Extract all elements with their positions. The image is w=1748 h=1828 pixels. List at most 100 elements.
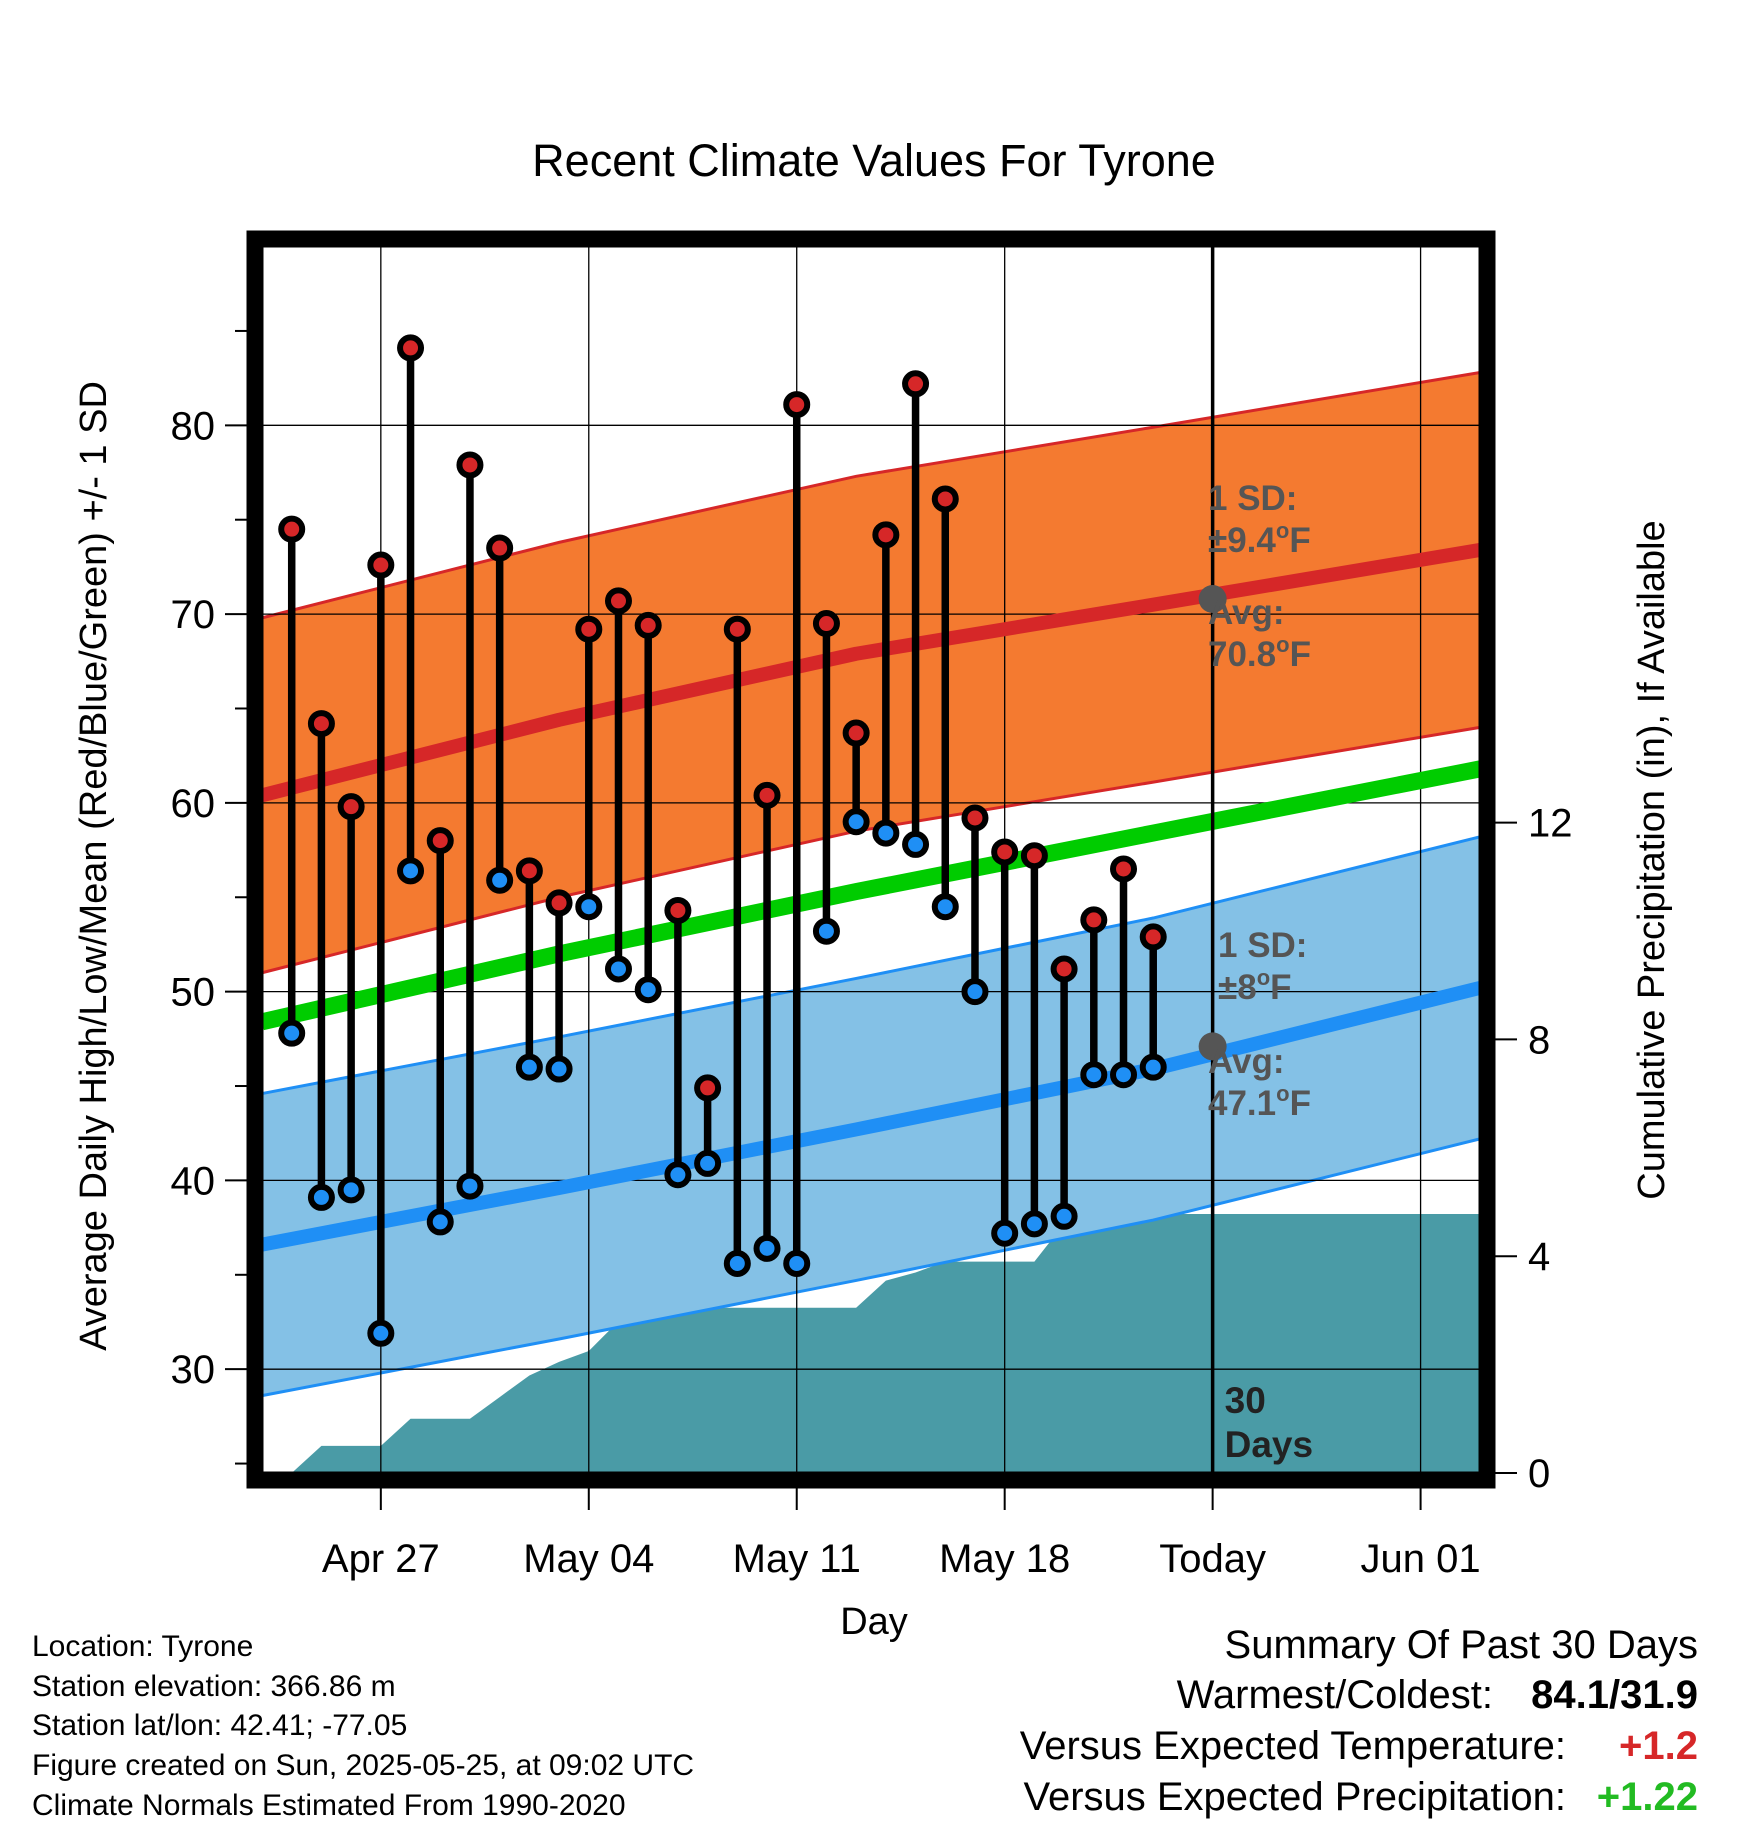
high-avg-value: 70.8oF — [1208, 632, 1311, 674]
x-tick-label: May 11 — [733, 1537, 861, 1581]
daily-low-point — [664, 1161, 692, 1189]
daily-high-point — [545, 889, 573, 917]
daily-low-point — [1050, 1202, 1078, 1230]
daily-low-point — [872, 819, 900, 847]
y-tick-label: 40 — [171, 1159, 216, 1203]
daily-low-point — [783, 1249, 811, 1277]
daily-low-point — [486, 866, 514, 894]
daily-high-point — [664, 896, 692, 924]
daily-low-point — [397, 857, 425, 885]
daily-low-point — [367, 1319, 395, 1347]
daily-low-point — [694, 1149, 722, 1177]
x-tick-label: Apr 27 — [322, 1537, 440, 1581]
daily-high-point — [307, 710, 335, 738]
y2-tick-label: 8 — [1528, 1018, 1550, 1062]
daily-high-point — [575, 615, 603, 643]
daily-low-point — [1110, 1061, 1138, 1089]
days-label-count: 30 — [1225, 1380, 1266, 1421]
daily-low-point — [931, 893, 959, 921]
normal-lines-layer — [260, 543, 1482, 1252]
high-sd-label: 1 SD: — [1208, 479, 1297, 518]
daily-low-point — [634, 976, 662, 1004]
daily-high-point — [486, 534, 514, 562]
info-elevation: Station elevation: 366.86 m — [32, 1670, 396, 1703]
daily-high-point — [1020, 842, 1048, 870]
y2-tick-label: 0 — [1528, 1452, 1550, 1496]
daily-low-point — [545, 1055, 573, 1083]
daily-low-point — [812, 917, 840, 945]
daily-low-point — [961, 978, 989, 1006]
daily-low-point — [1139, 1053, 1167, 1081]
daily-high-point — [278, 515, 306, 543]
y-tick-label: 30 — [171, 1348, 216, 1392]
low-avg-value: 47.1oF — [1208, 1081, 1311, 1123]
summary-warm-cold-label: Warmest/Coldest: — [1177, 1673, 1493, 1717]
y-tick-label: 80 — [171, 404, 216, 448]
x-tick-label: Today — [1159, 1537, 1266, 1581]
daily-low-point — [753, 1234, 781, 1262]
x-tick-label: May 04 — [523, 1537, 654, 1581]
info-latlon: Station lat/lon: 42.41; -77.05 — [32, 1709, 407, 1742]
high-sd-band — [262, 372, 1480, 973]
daily-low-point — [991, 1219, 1019, 1247]
daily-high-point — [723, 615, 751, 643]
daily-high-point — [961, 804, 989, 832]
low-sd-value: ±8oF — [1218, 965, 1292, 1007]
plot-frame — [246, 230, 1496, 1489]
daily-high-point — [634, 611, 662, 639]
daily-low-point — [515, 1053, 543, 1081]
plot-border — [246, 230, 1496, 1489]
summary-temp-value: +1.2 — [1619, 1724, 1698, 1768]
chart-title: Recent Climate Values For Tyrone — [532, 135, 1216, 186]
x-tick-label: May 18 — [939, 1537, 1070, 1581]
y2-tick-label: 12 — [1528, 802, 1573, 846]
daily-high-point — [753, 781, 781, 809]
daily-high-point — [842, 719, 870, 747]
daily-high-point — [694, 1074, 722, 1102]
summary-temp-label: Versus Expected Temperature: — [1020, 1724, 1566, 1768]
y2-axis-label: Cumulative Precipitation (in), If Availa… — [1631, 520, 1673, 1199]
today-high-avg-marker — [1198, 584, 1227, 613]
daily-high-point — [812, 610, 840, 638]
info-created: Figure created on Sun, 2025-05-25, at 09… — [32, 1749, 694, 1782]
low-sd-band-lower-edge — [261, 1137, 1481, 1398]
low-sd-band — [262, 836, 1480, 1396]
daily-low-point — [842, 808, 870, 836]
daily-high-point — [426, 827, 454, 855]
daily-high-point — [931, 485, 959, 513]
daily-data-layer — [278, 334, 1167, 1347]
info-location: Location: Tyrone — [32, 1630, 253, 1663]
daily-high-point — [1110, 855, 1138, 883]
daily-high-point — [872, 521, 900, 549]
summary-warm-cold-value: 84.1/31.9 — [1531, 1673, 1698, 1717]
daily-high-point — [902, 370, 930, 398]
daily-high-point — [456, 451, 484, 479]
daily-low-point — [278, 1019, 306, 1047]
daily-low-point — [604, 955, 632, 983]
normal-mean-line — [260, 760, 1482, 1031]
daily-low-point — [1080, 1061, 1108, 1089]
normal-bands-layer — [261, 370, 1481, 1398]
daily-high-point — [337, 793, 365, 821]
normal-high-line — [260, 543, 1482, 803]
y-tick-label: 50 — [171, 971, 216, 1015]
y2-tick-label: 4 — [1528, 1235, 1550, 1279]
daily-low-point — [902, 830, 930, 858]
daily-high-point — [783, 391, 811, 419]
today-low-avg-marker — [1198, 1032, 1227, 1061]
low-avg-label: Avg: — [1208, 1042, 1284, 1081]
y-tick-label: 60 — [171, 782, 216, 826]
daily-low-point — [426, 1208, 454, 1236]
high-sd-value: ±9.4oF — [1208, 518, 1311, 560]
daily-low-point — [575, 893, 603, 921]
info-normals: Climate Normals Estimated From 1990-2020 — [32, 1789, 626, 1822]
daily-high-point — [515, 857, 543, 885]
low-sd-label: 1 SD: — [1218, 926, 1307, 965]
high-avg-label: Avg: — [1208, 593, 1284, 632]
summary-precip-value: +1.22 — [1597, 1775, 1698, 1819]
x-tick-label: Jun 01 — [1361, 1537, 1481, 1581]
high-sd-band-upper-edge — [261, 370, 1481, 620]
axes-layer: 30 40 50 60 70 80 0 4 8 12 Apr 27 May 04 May 11 May 1… — [171, 329, 1573, 1581]
